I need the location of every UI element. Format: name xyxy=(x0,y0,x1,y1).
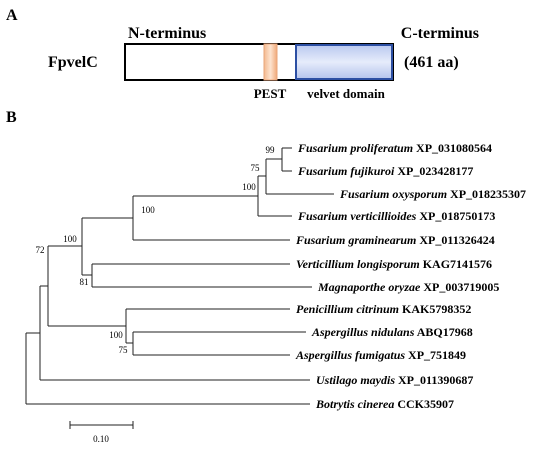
accession: KAK5798352 xyxy=(402,302,471,316)
bootstrap-value: 81 xyxy=(80,277,89,287)
species: Ustilago maydis xyxy=(316,373,395,387)
panel-label: A xyxy=(6,7,18,24)
species: Aspergillus nidulans xyxy=(311,325,415,339)
bootstrap-value: 75 xyxy=(251,163,261,173)
velvet-domain xyxy=(295,44,393,80)
taxon-label: Fusarium graminearum XP_011326424 xyxy=(295,233,495,247)
accession: XP_011390687 xyxy=(398,373,473,387)
bootstrap-value: 100 xyxy=(141,205,155,215)
accession: KAG7141576 xyxy=(423,257,492,271)
protein-length: (461 aa) xyxy=(404,54,459,71)
species: Penicillium citrinum xyxy=(296,302,399,316)
accession: XP_018235307 xyxy=(450,187,526,201)
accession: XP_011326424 xyxy=(419,233,494,247)
bootstrap-value: 75 xyxy=(119,345,129,355)
pest-region xyxy=(263,43,278,81)
bootstrap-value: 99 xyxy=(266,145,276,155)
phylogenetic-tree: Fusarium proliferatum XP_031080564Fusari… xyxy=(25,141,526,411)
accession: XP_751849 xyxy=(408,348,466,362)
n-terminus: N-terminus xyxy=(128,25,206,42)
species: Botrytis cinerea xyxy=(315,397,394,411)
species: Verticillium longisporum xyxy=(296,257,420,271)
taxon-label: Aspergillus nidulans ABQ17968 xyxy=(311,325,473,339)
accession: CCK35907 xyxy=(397,397,454,411)
species: Aspergillus fumigatus xyxy=(295,348,405,362)
c-terminus: C-terminus xyxy=(401,25,479,42)
taxon-label: Botrytis cinerea CCK35907 xyxy=(315,397,454,411)
pest-label: PEST xyxy=(254,86,287,101)
panel-label: B xyxy=(6,109,17,126)
species: Fusarium graminearum xyxy=(295,233,416,247)
bootstrap-value: 100 xyxy=(63,234,77,244)
scale-bar-label: 0.10 xyxy=(93,434,109,444)
protein-name: FpvelC xyxy=(48,54,98,71)
taxon-label: Aspergillus fumigatus XP_751849 xyxy=(295,348,466,362)
bootstrap-value: 72 xyxy=(36,245,45,255)
species: Fusarium oxysporum xyxy=(339,187,447,201)
taxon-label: Verticillium longisporum KAG7141576 xyxy=(296,257,492,271)
taxon-label: Fusarium verticillioides XP_018750173 xyxy=(297,209,495,223)
accession: ABQ17968 xyxy=(417,325,473,339)
accession: XP_023428177 xyxy=(397,164,473,178)
species: Fusarium proliferatum xyxy=(297,141,413,155)
species: Fusarium verticillioides xyxy=(297,209,417,223)
species: Fusarium fujikuroi xyxy=(297,164,395,178)
taxon-label: Fusarium fujikuroi XP_023428177 xyxy=(297,164,473,178)
taxon-label: Fusarium proliferatum XP_031080564 xyxy=(297,141,492,155)
velvet-label: velvet domain xyxy=(307,86,385,101)
accession: XP_003719005 xyxy=(423,280,499,294)
bootstrap-value: 100 xyxy=(242,182,256,192)
bootstrap-value: 100 xyxy=(109,330,123,340)
taxon-label: Penicillium citrinum KAK5798352 xyxy=(296,302,471,316)
accession: XP_031080564 xyxy=(416,141,492,155)
species: Magnaporthe oryzae xyxy=(317,280,421,294)
taxon-label: Ustilago maydis XP_011390687 xyxy=(316,373,473,387)
taxon-label: Magnaporthe oryzae XP_003719005 xyxy=(317,280,499,294)
taxon-label: Fusarium oxysporum XP_018235307 xyxy=(339,187,526,201)
accession: XP_018750173 xyxy=(419,209,495,223)
